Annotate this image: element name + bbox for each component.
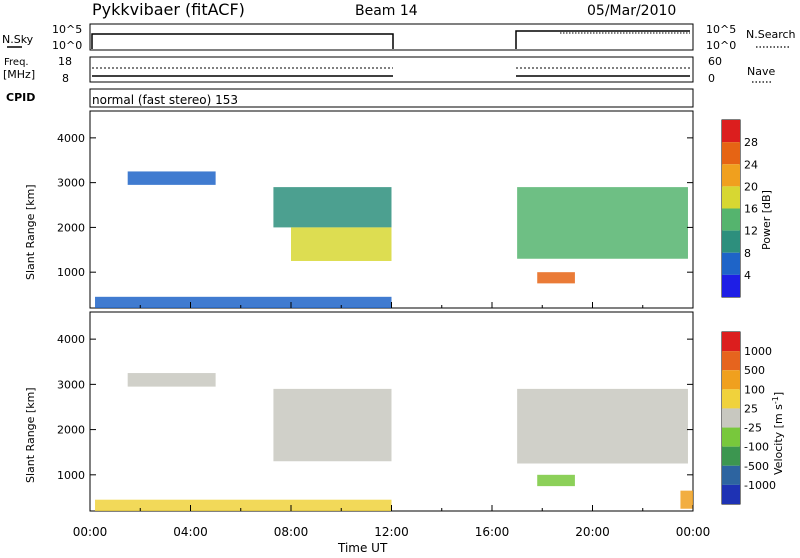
velocity-region-1 bbox=[127, 373, 216, 387]
x-axis: Time UT 00:00 04:00 08:00 12:00 16:00 20:00 00… bbox=[73, 525, 711, 555]
cpid-label: CPID bbox=[6, 91, 35, 104]
x-tick-label-3: 12:00 bbox=[374, 525, 409, 539]
velocity-colorbar-tick-5: -100 bbox=[744, 441, 769, 454]
x-tick-label-1: 04:00 bbox=[173, 525, 208, 539]
velocity-colorbar-tick-6: -500 bbox=[744, 460, 769, 473]
power-colorbar-tick-6: 28 bbox=[744, 136, 758, 149]
velocity-colorbar-block-1 bbox=[722, 351, 740, 371]
velocity-region-2 bbox=[273, 388, 392, 462]
velocity-ytick-label-1: 2000 bbox=[57, 424, 85, 437]
power-region-3 bbox=[291, 227, 392, 261]
power-ytick-label-2: 3000 bbox=[57, 177, 85, 190]
power-ytick-label-1: 2000 bbox=[57, 221, 85, 234]
velocity-region-0 bbox=[95, 499, 392, 511]
velocity-region-3 bbox=[517, 388, 688, 464]
power-colorbar-block-5 bbox=[722, 230, 740, 253]
x-tick-label-4: 16:00 bbox=[475, 525, 510, 539]
nsearch-top-tick: 10^5 bbox=[706, 23, 736, 36]
freq-panel: Freq. [MHz] 18 8 60 0 Nave bbox=[3, 55, 775, 85]
freq-label-2: [MHz] bbox=[3, 68, 35, 81]
power-colorbar-block-3 bbox=[722, 186, 740, 209]
velocity-region-4 bbox=[537, 474, 575, 487]
power-colorbar-block-2 bbox=[722, 164, 740, 187]
velocity-colorbar-tick-3: 25 bbox=[744, 402, 758, 415]
velocity-colorbar-tick-0: 1000 bbox=[744, 345, 772, 358]
x-tick-label-5: 20:00 bbox=[575, 525, 610, 539]
power-colorbar-tick-2: 12 bbox=[744, 225, 758, 238]
x-tick-label-6: 00:00 bbox=[676, 525, 711, 539]
power-region-0 bbox=[95, 296, 392, 308]
power-colorbar-tick-3: 16 bbox=[744, 203, 758, 216]
power-region-5 bbox=[537, 272, 575, 284]
velocity-colorbar-label: Velocity [m s-1] bbox=[771, 392, 785, 475]
power-colorbar-block-4 bbox=[722, 208, 740, 231]
power-colorbar-tick-1: 8 bbox=[744, 247, 751, 260]
freq-top-tick: 18 bbox=[58, 55, 72, 68]
velocity-colorbar-block-0 bbox=[722, 332, 740, 352]
nsearch-bottom-tick: 10^0 bbox=[706, 39, 736, 52]
power-ylabel: Slant Range [km] bbox=[24, 184, 37, 280]
nsky-top-tick: 10^5 bbox=[52, 23, 82, 36]
power-colorbar-tick-0: 4 bbox=[744, 269, 751, 282]
velocity-colorbar-block-6 bbox=[722, 446, 740, 466]
velocity-colorbar-block-2 bbox=[722, 370, 740, 390]
freq-bottom-tick: 8 bbox=[62, 72, 69, 85]
velocity-ylabel: Slant Range [km] bbox=[24, 387, 37, 483]
cpid-panel: CPID normal (fast stereo) 153 bbox=[6, 88, 694, 108]
power-colorbar-block-0 bbox=[722, 120, 740, 143]
nsearch-label: N.Search bbox=[746, 28, 796, 41]
velocity-panel: Slant Range [km] Velocity [m s-1] 1000 20… bbox=[24, 311, 785, 512]
freq-label-1: Freq. bbox=[4, 57, 29, 68]
velocity-colorbar-block-5 bbox=[722, 427, 740, 447]
velocity-colorbar-tick-4: -25 bbox=[744, 422, 762, 435]
nsky-panel: N.Sky 10^5 10^0 10^5 10^0 N.Search bbox=[2, 23, 796, 52]
velocity-ytick-label-3: 4000 bbox=[57, 333, 85, 346]
power-panel: Slant Range [km] Power [dB] 1000 2000 3000… bbox=[24, 110, 773, 309]
beam-label: Beam 14 bbox=[355, 3, 418, 19]
power-colorbar-block-1 bbox=[722, 142, 740, 165]
velocity-colorbar-block-4 bbox=[722, 408, 740, 428]
nave-label: Nave bbox=[747, 65, 775, 78]
nsky-trace bbox=[91, 30, 690, 49]
x-tick-label-0: 00:00 bbox=[73, 525, 108, 539]
power-colorbar-label: Power [dB] bbox=[760, 190, 773, 250]
velocity-region-5 bbox=[680, 490, 693, 509]
nave-bottom-tick: 0 bbox=[708, 72, 715, 85]
station-title: Pykkvibaer (fitACF) bbox=[92, 0, 245, 19]
power-ytick-label-0: 1000 bbox=[57, 266, 85, 279]
velocity-colorbar-tick-2: 100 bbox=[744, 383, 765, 396]
cpid-mode: normal (fast stereo) 153 bbox=[92, 93, 238, 107]
nsky-label: N.Sky bbox=[2, 33, 34, 46]
power-colorbar-tick-5: 24 bbox=[744, 158, 758, 171]
power-colorbar-block-6 bbox=[722, 252, 740, 275]
velocity-colorbar-tick-1: 500 bbox=[744, 364, 765, 377]
x-tick-label-2: 08:00 bbox=[274, 525, 309, 539]
power-region-4 bbox=[517, 187, 688, 259]
power-ytick-label-3: 4000 bbox=[57, 132, 85, 145]
nsky-bottom-tick: 10^0 bbox=[52, 39, 82, 52]
date-label: 05/Mar/2010 bbox=[587, 3, 676, 19]
power-colorbar-block-7 bbox=[722, 274, 740, 297]
velocity-ytick-label-0: 1000 bbox=[57, 469, 85, 482]
velocity-colorbar-tick-7: -1000 bbox=[744, 479, 776, 492]
velocity-colorbar-block-8 bbox=[722, 484, 740, 504]
velocity-colorbar-block-3 bbox=[722, 389, 740, 409]
velocity-ytick-label-2: 3000 bbox=[57, 378, 85, 391]
power-region-1 bbox=[127, 171, 216, 185]
x-axis-label: Time UT bbox=[337, 541, 388, 554]
power-colorbar-tick-4: 20 bbox=[744, 180, 758, 193]
power-region-2 bbox=[273, 187, 392, 228]
velocity-colorbar-block-7 bbox=[722, 465, 740, 485]
nave-top-tick: 60 bbox=[708, 55, 722, 68]
